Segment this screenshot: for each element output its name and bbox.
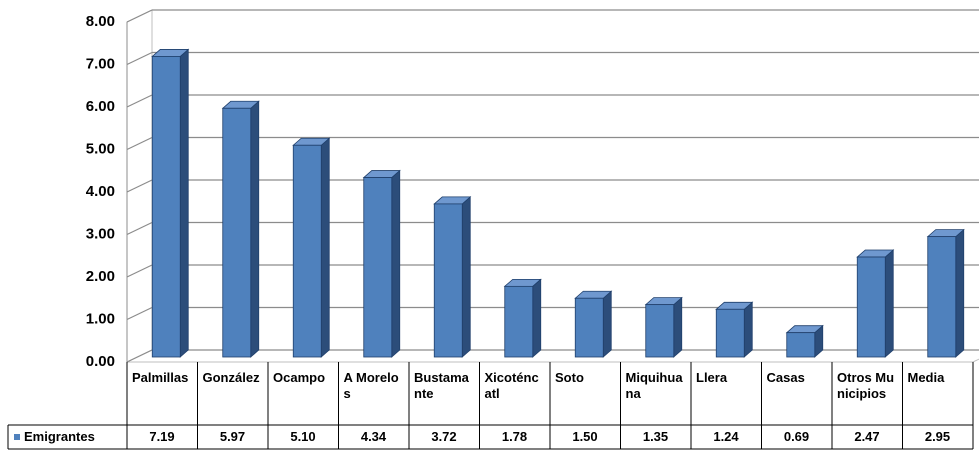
x-tick-label: A Morelos [343,370,399,401]
y-tick-label: 2.00 [86,268,115,285]
grid-line-side [126,179,153,193]
legend-swatch [14,434,20,440]
bar [574,290,613,358]
bar-front [645,304,675,358]
bar-front [574,297,604,358]
bar [785,324,824,358]
bar-side [532,278,542,358]
bar [362,169,401,358]
grid-line-side [126,349,153,363]
data-label: 4.34 [360,429,387,444]
bar-side [250,100,260,358]
data-label: 3.72 [431,429,457,444]
bar-front [927,236,957,358]
y-tick-label: 4.00 [86,183,115,200]
bar-side [743,301,753,358]
grid-line-side [126,51,153,66]
bar-front [856,256,886,358]
grid-line-side [126,136,153,151]
grid-line-side [126,9,153,23]
y-tick-label: 3.00 [86,225,115,242]
grid-line-side [126,264,153,278]
bar-side [602,290,612,358]
bar-side [461,196,471,358]
data-label: 5.97 [219,429,246,444]
bar [433,196,472,358]
bar-side [673,296,683,358]
x-tick-label: Xicoténcatl [484,370,539,401]
grid-line-side [126,306,153,321]
bar-front [222,107,252,358]
data-label: 2.95 [924,429,951,444]
x-tick-label: Miquihuana [625,370,683,401]
bar [644,296,683,358]
x-tick-label: Bustamante [414,370,469,401]
x-tick-label: Llera [696,370,728,385]
x-tick-label: Soto [555,370,584,385]
data-label: 1.35 [642,429,669,444]
data-label: 0.69 [783,429,810,444]
y-tick-label: 1.00 [86,310,115,327]
bar [856,249,895,358]
data-label: 1.24 [713,429,739,444]
y-tick-label: 8.00 [86,13,115,30]
data-label: 1.78 [501,429,528,444]
bar [292,137,331,358]
bar [926,228,965,358]
data-label: 7.19 [149,429,175,444]
bar-front [363,177,393,358]
bar [221,100,260,358]
data-label: 2.47 [854,429,880,444]
grid-line-side [126,94,153,108]
bar-side [955,228,965,358]
bar [503,278,542,358]
bar-front [786,332,816,358]
x-tick-label: Otros Municipios [837,370,895,401]
data-label: 1.50 [572,429,598,444]
x-tick-label: Media [907,370,945,385]
bar-front [504,285,534,358]
bar [151,48,190,358]
bar-side [320,137,330,358]
bar-front [433,203,463,358]
x-tick-label: Ocampo [273,370,326,385]
y-tick-label: 7.00 [86,55,115,72]
x-tick-label: Casas [766,370,805,385]
x-tick-label: Palmillas [132,370,189,385]
grid-line-side [126,221,153,236]
data-label: 5.10 [290,429,316,444]
bar-side [884,249,894,358]
x-tick-label: González [202,370,260,385]
bar-side [391,169,401,358]
y-tick-label: 6.00 [86,98,115,115]
y-tick-label: 5.00 [86,140,115,157]
bar-front [292,144,322,358]
bar-side [179,48,189,358]
legend-label: Emigrantes [24,429,95,444]
bar-front [151,56,181,358]
bar-front [715,308,745,358]
bar [715,301,754,358]
y-tick-label: 0.00 [86,353,115,370]
